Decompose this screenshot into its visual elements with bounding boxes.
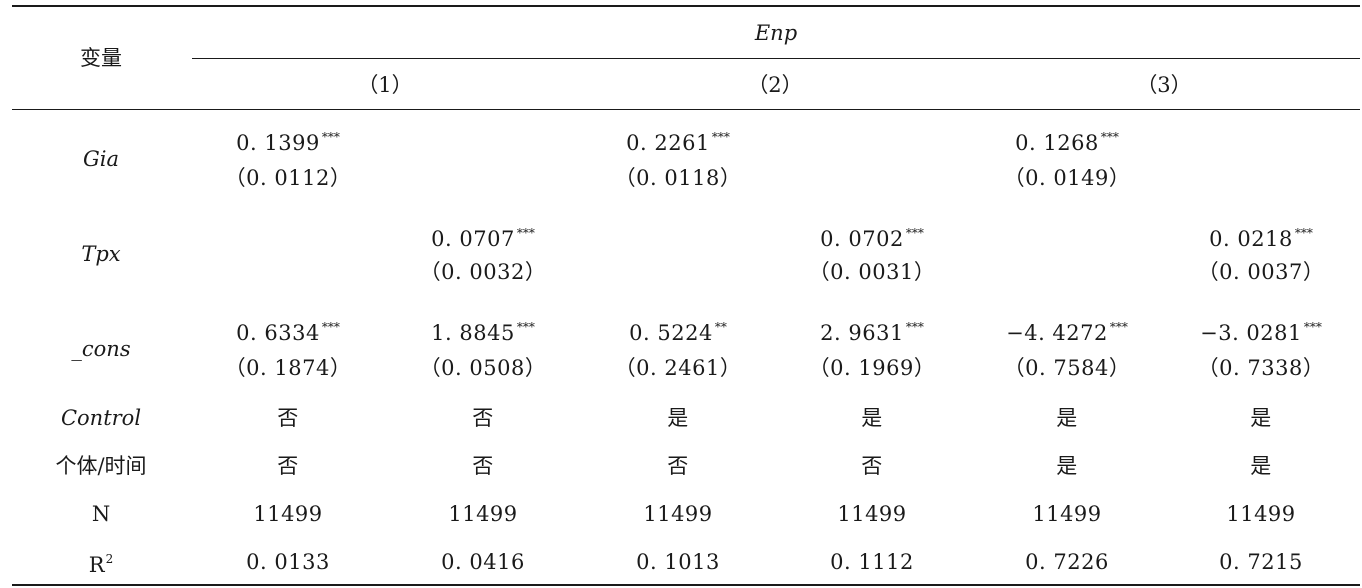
row-label-r-squared: R2 xyxy=(88,552,114,577)
standard-error-value: （0. 7338） xyxy=(1197,356,1325,380)
significance-stars: *** xyxy=(321,130,340,144)
fixed-effects-value: 否 xyxy=(667,454,689,478)
top-rule xyxy=(12,5,1360,7)
column-header-3: （3） xyxy=(1136,73,1192,97)
standard-error-value: （0. 2461） xyxy=(614,356,742,380)
n-value: 11499 xyxy=(253,502,323,526)
n-value: 11499 xyxy=(643,502,713,526)
r-squared-value: 0. 7215 xyxy=(1219,550,1303,574)
coefficient-value: 1. 8845 *** xyxy=(431,320,535,345)
control-value: 是 xyxy=(1056,406,1078,430)
significance-stars: *** xyxy=(1294,226,1313,240)
row-label-fixed-effects: 个体/时间 xyxy=(55,454,147,478)
control-value: 是 xyxy=(667,406,689,430)
r-squared-value: 0. 7226 xyxy=(1025,550,1109,574)
coefficient-value: 0. 1268 *** xyxy=(1015,130,1119,155)
fixed-effects-value: 是 xyxy=(1056,454,1078,478)
control-value: 否 xyxy=(472,406,494,430)
group-rule xyxy=(192,58,1360,59)
significance-stars: *** xyxy=(516,320,535,334)
standard-error-value: （0. 1969） xyxy=(808,356,936,380)
significance-stars: *** xyxy=(711,130,730,144)
standard-error-value: （0. 0032） xyxy=(419,260,547,284)
standard-error-value: （0. 0508） xyxy=(419,356,547,380)
standard-error-value: （0. 0031） xyxy=(808,260,936,284)
r-squared-value: 0. 0133 xyxy=(246,550,330,574)
coefficient-value: 0. 5224 ** xyxy=(629,320,727,345)
r-squared-value: 0. 1112 xyxy=(830,550,914,574)
bottom-rule xyxy=(12,584,1360,586)
significance-stars: *** xyxy=(905,226,924,240)
fixed-effects-value: 是 xyxy=(1250,454,1272,478)
n-value: 11499 xyxy=(1226,502,1296,526)
fixed-effects-value: 否 xyxy=(472,454,494,478)
control-value: 否 xyxy=(277,406,299,430)
row-label-n: N xyxy=(91,502,111,526)
standard-error-value: （0. 0149） xyxy=(1003,166,1131,190)
enp-group-header: Enp xyxy=(754,21,798,45)
standard-error-value: （0. 0037） xyxy=(1197,260,1325,284)
coefficient-value: 2. 9631 *** xyxy=(820,320,924,345)
coefficient-value: 0. 1399 *** xyxy=(236,130,340,155)
standard-error-value: （0. 7584） xyxy=(1003,356,1131,380)
column-header-2: （2） xyxy=(747,73,803,97)
fixed-effects-value: 否 xyxy=(277,454,299,478)
significance-stars: *** xyxy=(905,320,924,334)
variable-header: 变量 xyxy=(80,46,122,70)
coefficient-value: 0. 2261 *** xyxy=(626,130,730,155)
control-value: 是 xyxy=(1250,406,1272,430)
row-label-gia: Gia xyxy=(82,147,120,171)
fixed-effects-value: 否 xyxy=(861,454,883,478)
significance-stars: ** xyxy=(714,320,727,334)
standard-error-value: （0. 0112） xyxy=(224,166,352,190)
significance-stars: *** xyxy=(516,226,535,240)
header-rule xyxy=(12,109,1360,110)
n-value: 11499 xyxy=(1032,502,1102,526)
coefficient-value: −4. 4272 *** xyxy=(1006,320,1128,345)
column-header-1: （1） xyxy=(357,73,413,97)
control-value: 是 xyxy=(861,406,883,430)
coefficient-value: 0. 0218 *** xyxy=(1209,226,1313,251)
coefficient-value: 0. 0702 *** xyxy=(820,226,924,251)
r-squared-value: 0. 1013 xyxy=(636,550,720,574)
row-label-tpx: Tpx xyxy=(81,242,121,266)
standard-error-value: （0. 1874） xyxy=(224,356,352,380)
significance-stars: *** xyxy=(1303,320,1322,334)
row-label-cons: _cons xyxy=(71,337,131,361)
n-value: 11499 xyxy=(448,502,518,526)
coefficient-value: 0. 0707 *** xyxy=(431,226,535,251)
coefficient-value: 0. 6334 *** xyxy=(236,320,340,345)
significance-stars: *** xyxy=(1100,130,1119,144)
significance-stars: *** xyxy=(321,320,340,334)
n-value: 11499 xyxy=(837,502,907,526)
standard-error-value: （0. 0118） xyxy=(614,166,742,190)
r-squared-value: 0. 0416 xyxy=(441,550,525,574)
row-label-control: Control xyxy=(60,406,142,430)
significance-stars: *** xyxy=(1109,320,1128,334)
coefficient-value: −3. 0281 *** xyxy=(1200,320,1322,345)
